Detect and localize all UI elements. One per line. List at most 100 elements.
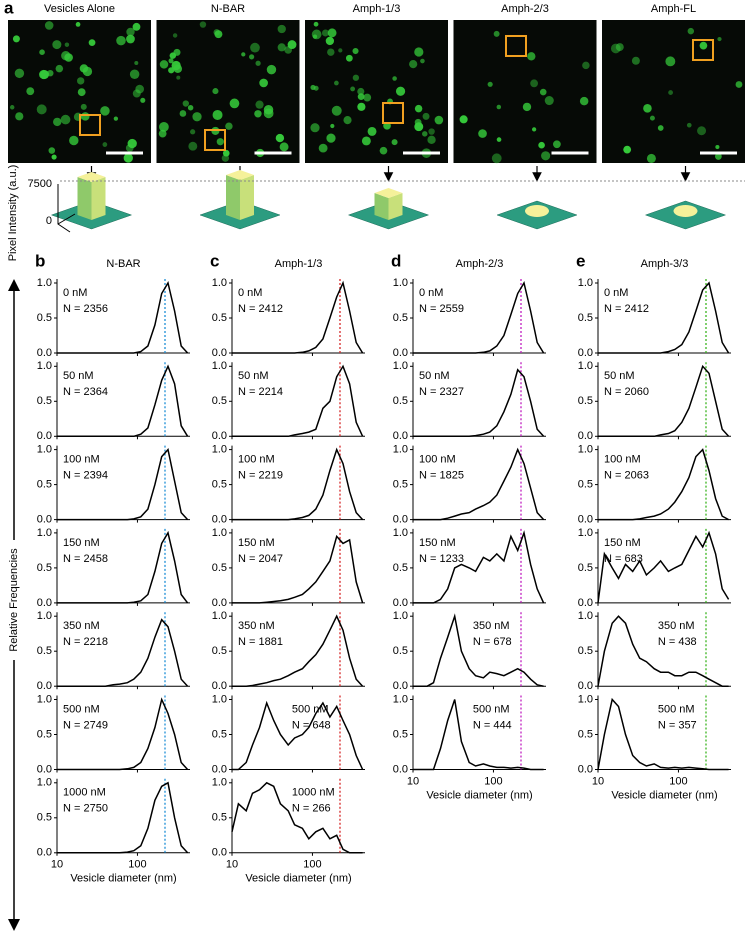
y-tick-label: 1.0 xyxy=(393,360,408,372)
vesicle-spot xyxy=(132,22,141,31)
y-tick-label: 0.5 xyxy=(212,812,227,824)
panel-title: Amph-3/3 xyxy=(641,258,689,270)
count-label: N = 1881 xyxy=(238,636,283,648)
y-tick-label: 0.0 xyxy=(212,597,227,609)
vesicle-spot xyxy=(646,153,656,163)
y-tick-label: 0.0 xyxy=(578,430,593,442)
vesicle-spot xyxy=(491,153,502,164)
vesicle-spot xyxy=(310,123,320,133)
vesicle-spot xyxy=(697,126,707,136)
y-tick-label: 0.5 xyxy=(212,562,227,574)
vesicle-spot xyxy=(582,61,590,70)
vesicle-spot xyxy=(188,141,198,151)
surface-peak-left xyxy=(374,193,389,220)
concentration-label: 100 nM xyxy=(238,454,275,466)
count-label: N = 2364 xyxy=(63,386,108,398)
count-label: N = 2327 xyxy=(419,386,464,398)
y-tick-label: 0.0 xyxy=(393,514,408,526)
vesicle-spot xyxy=(420,58,425,64)
vesicle-spot xyxy=(275,133,285,143)
vesicle-spot xyxy=(459,115,468,124)
concentration-label: 100 nM xyxy=(63,454,100,466)
vesicle-spot xyxy=(169,52,177,59)
surface-peak-left xyxy=(77,177,92,220)
vesicle-spot xyxy=(263,105,274,115)
y-tick-label: 0.0 xyxy=(393,430,408,442)
vesicle-spot xyxy=(527,52,536,61)
y-tick-label: 1.0 xyxy=(212,360,227,372)
vesicle-spot xyxy=(357,93,365,101)
y-tick-label: 1.0 xyxy=(578,360,593,372)
vesicle-spot xyxy=(48,147,56,154)
vesicle-spot xyxy=(73,112,83,122)
count-label: N = 1233 xyxy=(419,553,464,565)
y-tick-label: 0.0 xyxy=(393,597,408,609)
vesicle-spot xyxy=(126,27,135,37)
vesicle-spot xyxy=(47,69,54,77)
vesicle-spot xyxy=(538,141,545,149)
x-axis-label: Vesicle diameter (nm) xyxy=(245,873,351,885)
vesicle-spot xyxy=(179,110,187,117)
vesicle-spot xyxy=(313,85,319,91)
vesicle-spot xyxy=(409,60,418,69)
surface-peak-right xyxy=(91,177,106,220)
histogram-line xyxy=(231,781,363,854)
vesicle-spot xyxy=(266,64,277,75)
y-tick-label: 0.0 xyxy=(578,347,593,359)
count-label: N = 2047 xyxy=(238,553,283,565)
vesicle-spot xyxy=(715,144,720,150)
vesicle-spot xyxy=(255,100,264,109)
count-label: N = 2219 xyxy=(238,470,283,482)
vesicle-spot xyxy=(88,39,96,46)
y-tick-label: 0.5 xyxy=(578,312,593,324)
concentration-label: 100 nM xyxy=(604,454,641,466)
y-tick-label: 1.0 xyxy=(393,444,408,456)
histogram-line xyxy=(232,614,364,687)
vesicle-spot xyxy=(216,138,224,146)
vesicle-spot xyxy=(414,122,424,132)
count-label: N = 2412 xyxy=(238,303,283,315)
vesicle-spot xyxy=(487,81,493,87)
x-tick-label: 10 xyxy=(51,859,63,871)
vesicle-spot xyxy=(631,56,640,65)
vesicle-spot xyxy=(327,28,337,38)
y-tick-label: 0.0 xyxy=(578,680,593,692)
surface-peak-right xyxy=(240,175,254,220)
y-tick-label: 1.0 xyxy=(578,693,593,705)
y-tick-label: 0.5 xyxy=(37,562,52,574)
highlight-box xyxy=(204,129,226,151)
vesicle-spot xyxy=(668,90,673,95)
vesicle-spot xyxy=(579,96,589,106)
count-label: N = 678 xyxy=(473,636,512,648)
vesicle-spot xyxy=(422,131,428,137)
surface-peak-top xyxy=(374,188,403,198)
y-tick-label: 1.0 xyxy=(578,444,593,456)
vesicle-spot xyxy=(140,97,146,103)
vesicle-spot xyxy=(350,86,356,92)
vesicle-spot xyxy=(134,61,139,66)
y-tick-label: 0.5 xyxy=(37,728,52,740)
vesicle-spot xyxy=(192,112,202,122)
y-tick-label: 0.0 xyxy=(37,514,52,526)
count-label: N = 2394 xyxy=(63,470,108,482)
surface-peak-left xyxy=(226,175,240,220)
vesicle-spot xyxy=(414,104,423,113)
y-tick-label: 0.0 xyxy=(37,763,52,775)
image-label: Amph-FL xyxy=(651,3,696,15)
y-tick-label: 0.0 xyxy=(393,680,408,692)
histogram-line xyxy=(413,613,544,687)
vesicle-spot xyxy=(182,100,189,107)
vesicle-spot xyxy=(615,43,624,52)
panel-letter: b xyxy=(35,251,45,270)
vesicle-spot xyxy=(343,116,352,125)
x-tick-label: 10 xyxy=(407,775,419,787)
concentration-label: 500 nM xyxy=(658,703,695,715)
panel-letter: d xyxy=(391,251,401,270)
vesicle-spot xyxy=(55,64,64,73)
y-tick-label: 0.5 xyxy=(212,312,227,324)
vesicle-spot xyxy=(212,88,219,95)
y-tick-label: 0.0 xyxy=(578,514,593,526)
vesicle-spot xyxy=(414,47,424,57)
vesicle-spot xyxy=(12,35,20,43)
concentration-label: 350 nM xyxy=(238,620,275,632)
